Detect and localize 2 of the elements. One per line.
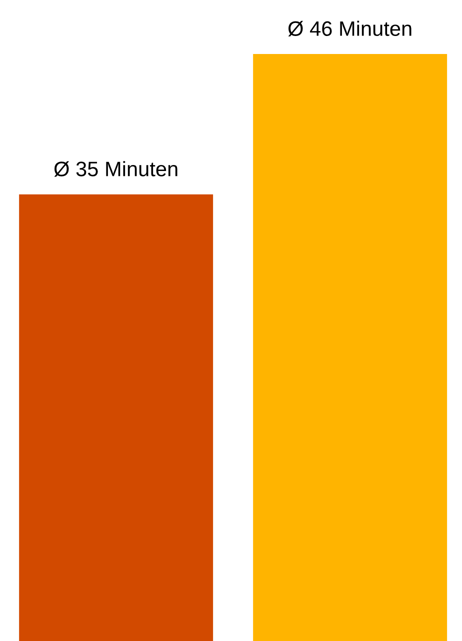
data-label: Ø 35 Minuten (54, 161, 178, 177)
data-label: Ø 46 Minuten (288, 20, 412, 36)
